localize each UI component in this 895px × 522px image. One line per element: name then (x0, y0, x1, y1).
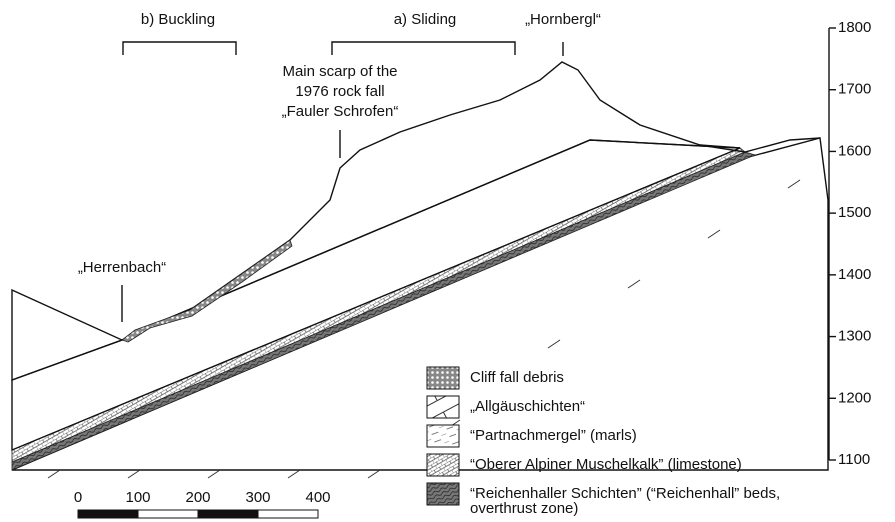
scale-segment (77, 509, 139, 519)
legend-label: “Oberer Alpiner Muschelkalk” (limestone) (470, 456, 742, 473)
label: a) Sliding (394, 11, 457, 28)
scale-label: 300 (245, 489, 270, 506)
label: Main scarp of the (282, 63, 397, 80)
legend-label: Cliff fall debris (470, 369, 564, 386)
lower-brick (11, 139, 741, 452)
thin-beds (699, 137, 821, 153)
scale-label: 0 (74, 489, 82, 506)
legend-label: “Partnachmergel” (marls) (470, 427, 637, 444)
elevation-ticks: 1800 1700 1600 1500 1400 1300 1200 1100 (829, 19, 871, 468)
scale-label: 200 (185, 489, 210, 506)
scale-label: 100 (125, 489, 150, 506)
legend-label: „Allgäuschichten“ (470, 398, 585, 415)
scale-bar: 0 100 200 300 400 (74, 489, 331, 519)
tick-label: 1200 (838, 389, 871, 406)
bracket (122, 41, 237, 55)
legend-label: overthrust zone) (470, 500, 578, 517)
label: b) Buckling (141, 11, 215, 28)
legend-label: “Reichenhaller Schichten” (“Reichenhall”… (470, 485, 780, 502)
label: 1976 rock fall (295, 83, 384, 100)
label: „Fauler Schrofen“ (282, 103, 399, 120)
marls (11, 288, 124, 381)
scale-segment (137, 509, 199, 519)
reichenhall-band (11, 151, 757, 471)
bedding-ticks (47, 179, 801, 479)
tick-label: 1500 (838, 204, 871, 221)
bracket (331, 41, 516, 55)
tick-label: 1400 (838, 266, 871, 283)
tick-label: 1700 (838, 81, 871, 98)
scale-segment (257, 509, 319, 519)
scale-label: 400 (305, 489, 330, 506)
legend-swatch (426, 395, 460, 419)
label: „Hornbergl“ (525, 11, 601, 28)
legend-swatch (426, 366, 460, 390)
label: „Herrenbach“ (78, 259, 166, 276)
legend-swatch (426, 482, 460, 506)
debris (121, 239, 293, 343)
legend: Cliff fall debris „Allgäuschichten“ “Partn… (426, 366, 780, 517)
legend-swatch (426, 453, 460, 477)
tick-label: 1300 (838, 328, 871, 345)
tick-label: 1100 (838, 451, 870, 468)
bedrock (11, 137, 829, 471)
legend-swatch (426, 424, 460, 448)
scale-segment (197, 509, 259, 519)
tick-label: 1600 (838, 142, 871, 159)
tick-label: 1800 (838, 19, 871, 36)
